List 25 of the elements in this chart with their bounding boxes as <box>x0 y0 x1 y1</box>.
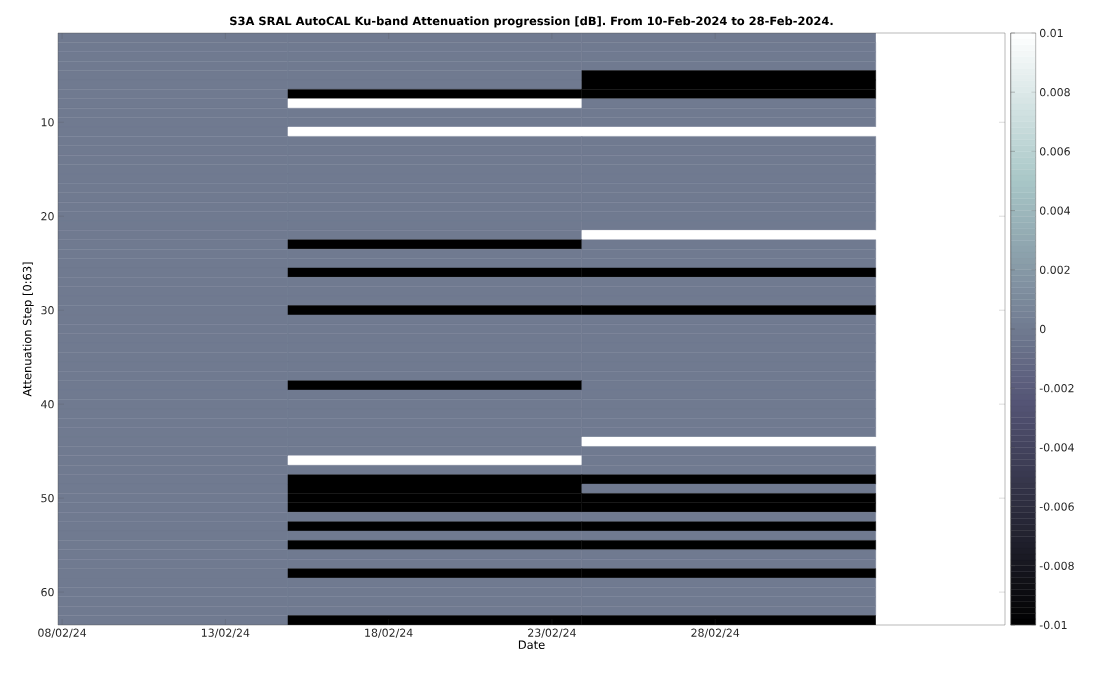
x-tick-label: 28/02/24 <box>691 628 740 638</box>
x-tick-label: 08/02/24 <box>38 628 87 638</box>
color-bar-label: -0.008 <box>1039 561 1074 570</box>
color-bar-label: 0.006 <box>1039 147 1070 156</box>
color-bar-label: -0.01 <box>1039 620 1067 630</box>
y-axis-title: Attenuation Step [0:63] <box>22 262 34 397</box>
y-tick-label: 50 <box>41 494 54 503</box>
y-tick-label: 30 <box>41 306 54 315</box>
color-bar-label: -0.002 <box>1039 384 1074 393</box>
color-bar-label: 0.008 <box>1039 88 1070 97</box>
color-bar-label: 0.004 <box>1039 206 1070 215</box>
chart-title: S3A SRAL AutoCAL Ku-band Attenuation progression [dB]. From 10-Feb-2024 to 28-Feb-2024. <box>230 16 833 28</box>
y-tick-label: 10 <box>41 118 54 127</box>
color-bar-label: -0.004 <box>1039 443 1074 452</box>
x-tick-label: 23/02/24 <box>528 628 576 638</box>
y-tick-label: 40 <box>41 400 54 409</box>
x-tick-label: 13/02/24 <box>201 628 250 638</box>
x-axis-title: Date <box>518 640 545 650</box>
y-tick-label: 60 <box>41 587 54 597</box>
color-bar-label: 0 <box>1039 324 1046 334</box>
color-bar-label: 0.002 <box>1039 265 1070 274</box>
color-bar-label: 0.01 <box>1039 28 1063 38</box>
y-tick-label: 20 <box>41 212 54 221</box>
color-bar-label: -0.006 <box>1039 502 1074 511</box>
x-tick-label: 18/02/24 <box>365 628 413 638</box>
